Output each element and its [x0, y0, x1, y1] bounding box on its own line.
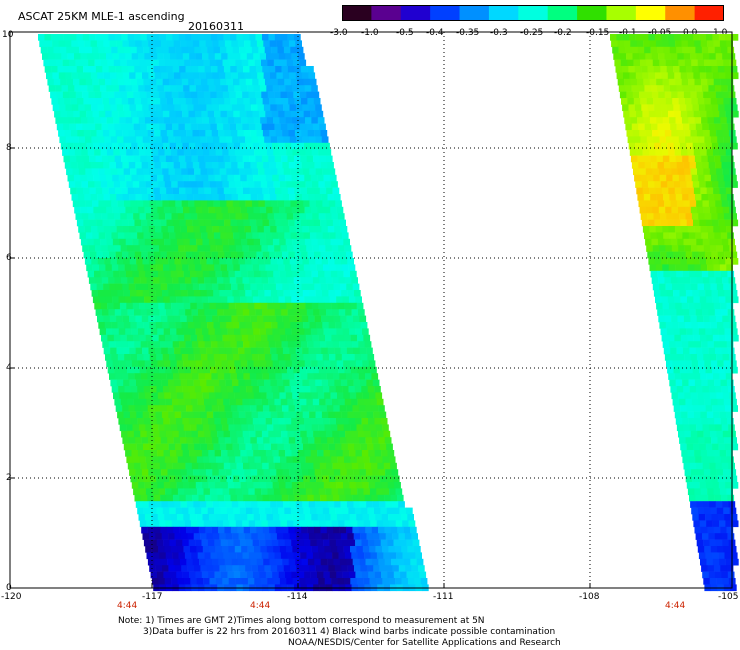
colorbar-swatch: [547, 5, 578, 21]
colorbar-swatch: [518, 5, 549, 21]
lon-label: -114: [287, 592, 308, 602]
lat-label: 10: [2, 30, 14, 40]
colorbar-label: -0.15: [586, 28, 610, 38]
lon-label: -111: [433, 592, 454, 602]
lon-label: -105: [718, 592, 739, 602]
lat-label: 0: [6, 583, 12, 593]
lon-label: -108: [579, 592, 600, 602]
colorbar-label: -0.25: [520, 28, 544, 38]
colorbar-swatch: [635, 5, 666, 21]
swath-left: [38, 34, 429, 592]
colorbar: [342, 5, 724, 21]
colorbar-label: -0.3: [490, 28, 508, 38]
colorbar-swatch: [606, 5, 637, 21]
colorbar-label: 1.0: [713, 28, 728, 38]
colorbar-swatch: [430, 5, 461, 21]
colorbar-label: -0.35: [456, 28, 480, 38]
time-label: 4:44: [665, 601, 686, 611]
time-label: 4:44: [250, 601, 271, 611]
footer-note-2: 3)Data buffer is 22 hrs from 20160311 4)…: [143, 627, 556, 637]
colorbar-swatch: [665, 5, 696, 21]
time-label: 4:44: [117, 601, 138, 611]
colorbar-swatch: [459, 5, 490, 21]
colorbar-swatch: [694, 5, 724, 21]
lon-label: -117: [142, 592, 163, 602]
footer-note-1: Note: 1) Times are GMT 2)Times along bot…: [118, 616, 485, 626]
lat-label: 4: [6, 363, 12, 373]
colorbar-label: -0.5: [396, 28, 414, 38]
map-title: ASCAT 25KM MLE-1 ascending: [18, 10, 185, 23]
lon-label: -120: [1, 592, 22, 602]
colorbar-swatch: [488, 5, 519, 21]
lat-label: 2: [6, 473, 12, 483]
colorbar-label: -0.1: [619, 28, 637, 38]
colorbar-label: -0.05: [648, 28, 672, 38]
colorbar-swatch: [342, 5, 372, 21]
colorbar-label: -0.2: [554, 28, 572, 38]
colorbar-label: -0.4: [426, 28, 444, 38]
colorbar-swatch: [400, 5, 431, 21]
lat-label: 8: [6, 143, 12, 153]
footer-credit: NOAA/NESDIS/Center for Satellite Applica…: [288, 638, 561, 648]
colorbar-label: -1.0: [361, 28, 379, 38]
plot-frame: [9, 31, 733, 589]
colorbar-swatch: [371, 5, 402, 21]
map-date: 20160311: [188, 20, 244, 33]
colorbar-label: -3.0: [330, 28, 348, 38]
colorbar-swatch: [577, 5, 608, 21]
swath-right: [610, 34, 739, 592]
lat-label: 6: [6, 253, 12, 263]
colorbar-label: 0.0: [683, 28, 698, 38]
